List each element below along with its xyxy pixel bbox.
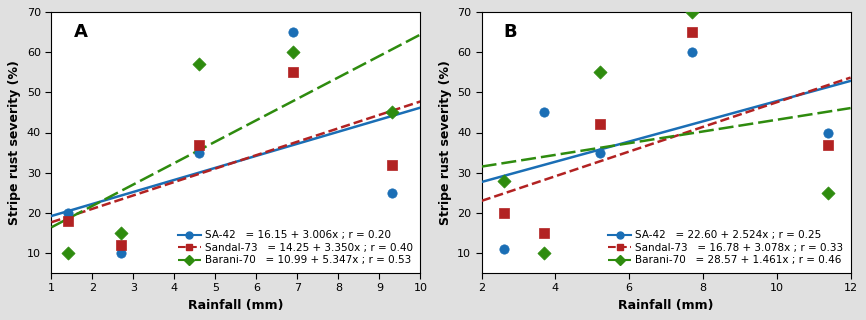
Y-axis label: Stripe rust severity (%): Stripe rust severity (%)	[9, 60, 22, 225]
Point	[385, 162, 398, 167]
Point	[822, 190, 836, 195]
Point	[822, 142, 836, 147]
X-axis label: Rainfall (mm): Rainfall (mm)	[618, 299, 714, 312]
Legend: SA-42   = 16.15 + 3.006x ; r = 0.20, Sandal-73   = 14.25 + 3.350x ; r = 0.40, Ba: SA-42 = 16.15 + 3.006x ; r = 0.20, Sanda…	[176, 228, 415, 268]
Point	[497, 210, 511, 215]
Point	[61, 218, 74, 223]
Point	[61, 210, 74, 215]
Point	[385, 190, 398, 195]
Point	[114, 242, 128, 247]
Point	[114, 230, 128, 235]
Text: B: B	[504, 23, 517, 41]
Point	[497, 246, 511, 251]
Point	[592, 70, 606, 75]
Point	[538, 230, 552, 235]
Point	[192, 142, 206, 147]
Point	[538, 250, 552, 255]
Point	[685, 30, 699, 35]
Point	[385, 110, 398, 115]
Point	[192, 150, 206, 155]
Point	[497, 178, 511, 183]
Legend: SA-42   = 22.60 + 2.524x ; r = 0.25, Sandal-73   = 16.78 + 3.078x ; r = 0.33, Ba: SA-42 = 22.60 + 2.524x ; r = 0.25, Sanda…	[606, 228, 845, 268]
Point	[592, 150, 606, 155]
Point	[287, 30, 301, 35]
Point	[287, 70, 301, 75]
Point	[538, 110, 552, 115]
Point	[61, 250, 74, 255]
Point	[114, 250, 128, 255]
Text: A: A	[74, 23, 87, 41]
Point	[685, 10, 699, 15]
Point	[685, 50, 699, 55]
X-axis label: Rainfall (mm): Rainfall (mm)	[188, 299, 284, 312]
Y-axis label: Stripe rust severity (%): Stripe rust severity (%)	[438, 60, 451, 225]
Point	[592, 122, 606, 127]
Point	[287, 50, 301, 55]
Point	[822, 130, 836, 135]
Point	[192, 62, 206, 67]
